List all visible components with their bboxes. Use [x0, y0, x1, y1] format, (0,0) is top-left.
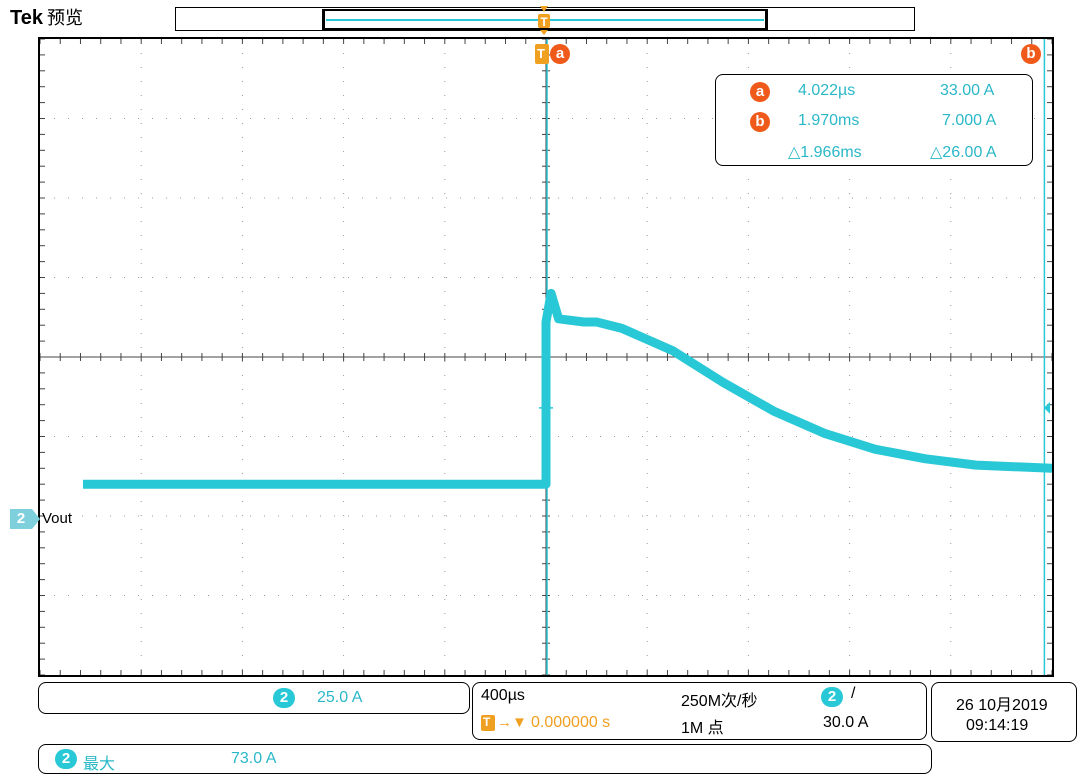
channel-2-pointer-icon [32, 509, 40, 529]
graticule-grid [40, 39, 1052, 675]
channel-scale-panel[interactable]: 2 25.0 A [38, 682, 470, 714]
measurement-value: 73.0 A [231, 750, 277, 767]
trigger-pos-letter: T [483, 715, 491, 729]
date-display: 26 10月2019 [956, 697, 1048, 714]
vout-trace [83, 288, 1052, 489]
cursor-b-time: 1.970ms [798, 112, 860, 129]
cursor-b-value: 7.000 A [942, 112, 997, 129]
channel-2-scale: 25.0 A [317, 689, 363, 706]
trigger-channel-badge: 2 [821, 687, 843, 707]
record-length: 1M 点 [681, 720, 724, 737]
trigger-slope-icon: / [851, 685, 856, 702]
waveform-plot [40, 39, 1052, 675]
trigger-level-marker [539, 400, 1050, 415]
datetime-panel: 26 10月2019 09:14:19 [931, 682, 1077, 742]
timebase-scale: 400µs [481, 687, 525, 704]
cursor-delta-time: △1.966ms [788, 144, 862, 161]
cursor-a-badge: a [750, 82, 770, 102]
measurement-channel-badge: 2 [55, 749, 77, 769]
cursor-b-badge: b [750, 112, 770, 132]
sample-rate: 250M次/秒 [681, 693, 758, 710]
mode-label: 预览 [46, 8, 83, 28]
channel-2-scale-badge: 2 [273, 688, 295, 708]
record-trigger-icon: T [538, 6, 550, 35]
waveform-display[interactable] [38, 37, 1054, 677]
cursor-a-time: 4.022µs [798, 82, 856, 99]
cursor-a-handle[interactable]: a [550, 44, 570, 64]
arrow-icon: →▼ [497, 714, 527, 731]
channel-2-badge: 2 [10, 509, 32, 529]
trigger-level-arrow [1044, 401, 1050, 414]
cursor-delta-value: △26.00 A [930, 144, 997, 161]
trigger-position-letter: T [537, 46, 545, 61]
measurement-label: 最大 [83, 756, 116, 773]
channel-2-name: Vout [42, 510, 73, 527]
trigger-pos-icon: T [481, 715, 495, 731]
time-display: 09:14:19 [966, 717, 1029, 734]
trigger-level: 30.0 A [823, 714, 869, 731]
cursor-readout-panel: a 4.022µs 33.00 A b 1.970ms 7.000 A △1.9… [715, 74, 1033, 166]
trigger-position: 0.000000 s [531, 714, 611, 731]
brand-label: Tek 预览 [10, 4, 83, 30]
series-line [83, 288, 1052, 489]
cursor-b-handle[interactable]: b [1021, 44, 1041, 64]
brand-name: Tek [10, 7, 43, 29]
trigger-position-icon[interactable]: T [535, 44, 549, 64]
record-trigger-letter: T [540, 15, 548, 29]
horizontal-trigger-panel[interactable]: 400µs 250M次/秒 2 / T →▼ 0.000000 s 1M 点 3… [472, 682, 927, 740]
measurement-panel[interactable]: 2 最大 73.0 A [38, 744, 932, 774]
cursor-a-value: 33.00 A [940, 82, 995, 99]
